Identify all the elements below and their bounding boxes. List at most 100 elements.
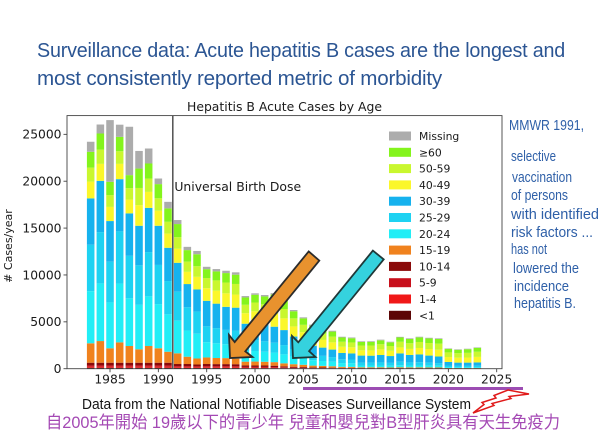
legend-item-5-9: 5-9 bbox=[389, 277, 437, 290]
bar-25-29-1987 bbox=[125, 255, 134, 299]
bar-ge60-1987 bbox=[125, 175, 134, 189]
legend-label: 1-4 bbox=[419, 293, 437, 306]
bar-20-24-2007 bbox=[318, 361, 327, 366]
bar-10-14-2007 bbox=[318, 367, 327, 369]
bar-1-4-1998 bbox=[231, 367, 240, 369]
bar-25-29-1993 bbox=[183, 307, 192, 331]
bar-ge60-2014 bbox=[386, 342, 395, 347]
bar-ge60-2017 bbox=[415, 337, 424, 342]
legend-swatch bbox=[389, 229, 411, 239]
bar-25-29-1998 bbox=[231, 330, 240, 345]
bar-20-24-2002 bbox=[270, 352, 279, 363]
bar-40-49-1983 bbox=[86, 181, 95, 199]
bar-50-59-2020 bbox=[444, 352, 453, 357]
bar-1-4-1993 bbox=[183, 367, 192, 368]
bar-ge60-2000 bbox=[251, 294, 259, 303]
bar-30-39-2001 bbox=[260, 324, 269, 342]
bar-25-29-2007 bbox=[318, 355, 327, 362]
bar-50-59-2009 bbox=[338, 341, 346, 347]
bar-lt1-1991 bbox=[164, 367, 172, 369]
bar-40-49-1985 bbox=[106, 206, 114, 222]
bar-ge60-2005 bbox=[299, 318, 308, 325]
bar-5-9-1986 bbox=[115, 365, 124, 367]
bar-1-4-1990 bbox=[154, 366, 163, 368]
bar-1-4-1992 bbox=[173, 367, 182, 368]
bar-40-49-2015 bbox=[396, 347, 404, 354]
bar-30-39-2010 bbox=[347, 353, 356, 360]
bar-25-29-1983 bbox=[86, 244, 95, 292]
bar-30-39-2011 bbox=[357, 355, 366, 363]
universal-birth-dose-label: Universal Birth Dose bbox=[174, 179, 301, 194]
bar-20-24-1986 bbox=[115, 283, 124, 343]
bar-50-59-1995 bbox=[202, 278, 211, 289]
bar-50-59-1997 bbox=[222, 282, 230, 294]
bar-10-14-1985 bbox=[106, 362, 114, 366]
bar-50-59-2014 bbox=[386, 346, 395, 351]
bar-50-59-2004 bbox=[289, 318, 298, 327]
bar-15-19-2002 bbox=[270, 362, 279, 366]
bar-15-19-2001 bbox=[260, 361, 269, 366]
lightning-bolt-icon bbox=[472, 389, 530, 414]
bar-15-19-1986 bbox=[115, 342, 124, 363]
bar-50-59-1985 bbox=[106, 195, 114, 207]
bar-20-24-1987 bbox=[125, 298, 134, 347]
legend-label: 30-39 bbox=[419, 195, 451, 208]
y-tick-label: 5000 bbox=[30, 315, 61, 329]
bar-15-19-2004 bbox=[289, 364, 298, 367]
bar-ge60-2009 bbox=[338, 337, 346, 342]
bar-40-49-2010 bbox=[347, 347, 356, 354]
bar-25-29-2016 bbox=[405, 362, 414, 366]
bar-ge60-1990 bbox=[154, 184, 163, 199]
bar-50-59-2007 bbox=[318, 333, 327, 340]
x-tick-label: 2010 bbox=[336, 373, 367, 387]
bar-20-24-2010 bbox=[347, 363, 356, 367]
bar-ge60-1995 bbox=[202, 269, 211, 279]
bar-10-14-1995 bbox=[202, 364, 211, 367]
bar-30-39-1996 bbox=[212, 303, 221, 329]
bar-20-24-1994 bbox=[193, 333, 201, 359]
bar-missing-2013 bbox=[376, 339, 385, 341]
bar-10-14-2000 bbox=[251, 365, 259, 367]
bar-15-19-2000 bbox=[251, 361, 259, 366]
bar-25-29-1991 bbox=[164, 281, 172, 315]
bar-20-24-1991 bbox=[164, 314, 172, 352]
legend-item-ge60: ≥60 bbox=[389, 146, 442, 159]
bar-20-24-2009 bbox=[338, 363, 346, 367]
bar-40-49-2002 bbox=[270, 313, 279, 327]
bar-20-24-2013 bbox=[376, 365, 385, 368]
bar-15-19-2014 bbox=[386, 367, 395, 369]
legend-swatch bbox=[389, 261, 411, 271]
bar-1-4-1988 bbox=[135, 366, 143, 368]
bar-ge60-1991 bbox=[164, 208, 172, 222]
bar-30-39-1997 bbox=[222, 306, 230, 330]
bar-5-9-1997 bbox=[222, 366, 230, 368]
bar-25-29-1994 bbox=[193, 311, 201, 334]
bar-30-39-1988 bbox=[135, 225, 143, 266]
bar-1-4-1989 bbox=[144, 366, 153, 368]
x-tick-label: 1995 bbox=[191, 373, 222, 387]
bar-10-14-2001 bbox=[260, 365, 269, 367]
legend-label: ≥60 bbox=[419, 146, 442, 159]
bar-ge60-2012 bbox=[367, 341, 375, 346]
bar-15-19-1983 bbox=[86, 343, 95, 363]
bar-missing-2010 bbox=[347, 337, 356, 339]
bar-40-49-1999 bbox=[241, 313, 250, 324]
bar-20-24-2019 bbox=[434, 365, 443, 368]
bar-15-19-1993 bbox=[183, 356, 192, 365]
bar-ge60-1989 bbox=[144, 163, 153, 179]
legend-label: 25-29 bbox=[419, 212, 451, 225]
bar-missing-1992 bbox=[173, 220, 182, 225]
bar-20-24-2022 bbox=[463, 367, 472, 369]
bar-10-14-1988 bbox=[135, 362, 143, 366]
x-tick-label: 2005 bbox=[288, 373, 319, 387]
bar-missing-2012 bbox=[367, 341, 375, 342]
annotation-line: MMWR 1991, bbox=[509, 117, 584, 134]
legend: Missing ≥60 50-59 40-49 30-39 25-29 20-24 15-19… bbox=[389, 130, 459, 322]
bar-10-14-2003 bbox=[280, 366, 288, 368]
bar-ge60-2019 bbox=[434, 338, 443, 344]
bar-lt1-1988 bbox=[135, 367, 143, 369]
bar-15-19-2013 bbox=[376, 367, 385, 369]
bar-ge60-1997 bbox=[222, 273, 230, 283]
bar-25-29-1986 bbox=[115, 231, 124, 284]
bar-15-19-1995 bbox=[202, 357, 211, 365]
